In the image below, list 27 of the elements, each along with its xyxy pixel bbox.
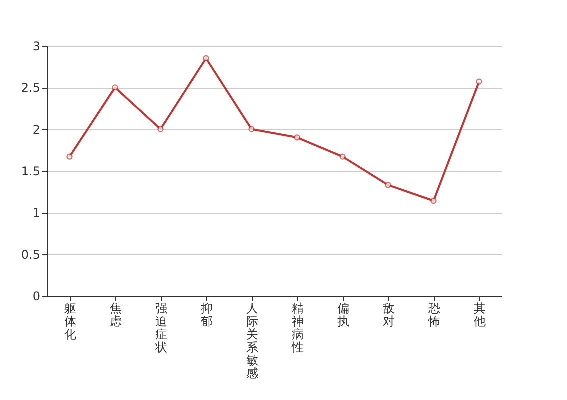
point: [430, 198, 437, 204]
y-tick-label: 0.5: [21, 248, 40, 262]
point: [248, 126, 255, 132]
point: [203, 55, 210, 62]
point: [66, 154, 73, 160]
point: [112, 84, 118, 91]
x-tick-label: 精神病性: [290, 302, 304, 354]
y-tick-label: 0: [32, 290, 40, 304]
x-tick-label: 焦虑: [110, 302, 122, 328]
point: [476, 78, 482, 85]
point: [294, 134, 300, 141]
x-tick-label: 强迫症状: [154, 302, 168, 354]
point: [385, 182, 392, 188]
y-tick-label: 2: [32, 122, 40, 137]
x-tick-label: 其他: [474, 302, 486, 328]
x-tick-label: 人际关系敏感: [246, 302, 258, 380]
x-tick-label: 恐怖: [427, 302, 440, 328]
y-tick-label: 3: [32, 40, 40, 54]
x-tick-label: 偏执: [337, 302, 350, 328]
x-tick-label: 敌对: [382, 302, 395, 328]
x-tick-label: 躯体化: [64, 302, 76, 342]
point: [158, 126, 164, 132]
y-tick-label: 2.5: [21, 81, 40, 96]
point: [340, 154, 346, 160]
y-tick-label: 1: [32, 206, 40, 220]
x-tick-label: 抑郁: [200, 302, 213, 328]
y-tick-label: 1.5: [21, 164, 40, 178]
